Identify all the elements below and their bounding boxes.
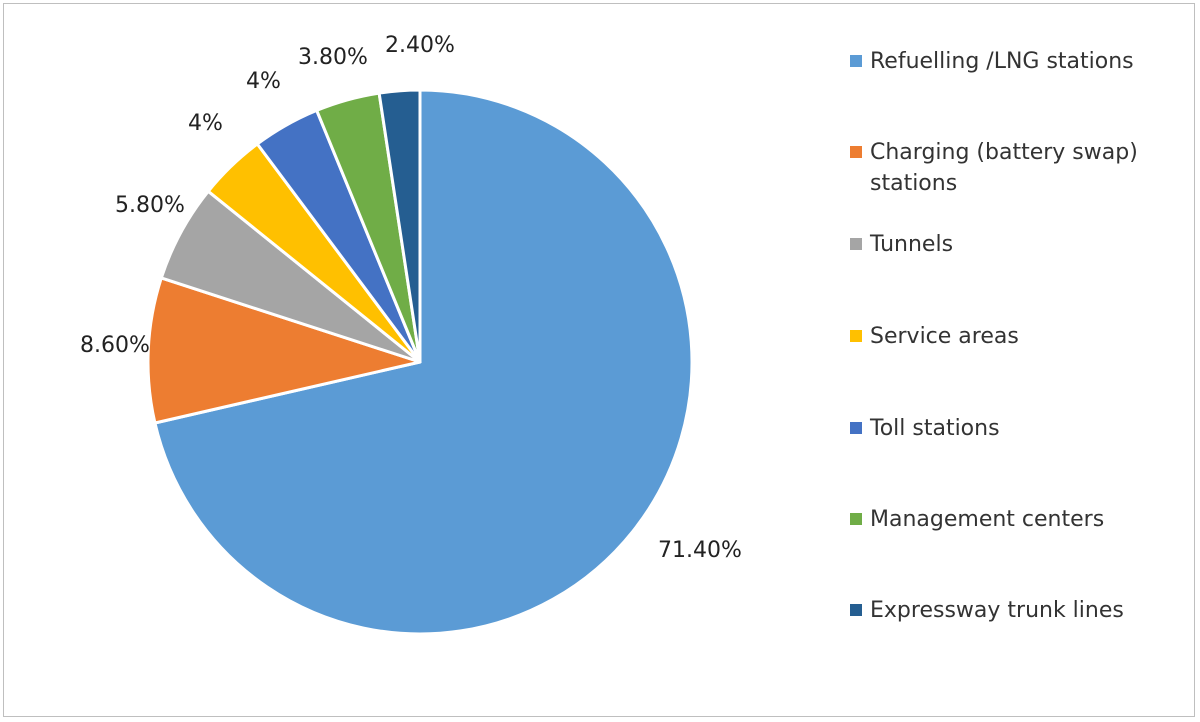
legend: Refuelling /LNG stations Charging (batter… <box>850 49 1138 623</box>
legend-item-4: Service areas <box>850 324 1019 349</box>
legend-label-2: Charging (battery swap) stations <box>870 140 1138 196</box>
legend-label-5: Toll stations <box>869 416 1000 441</box>
legend-item-1: Refuelling /LNG stations <box>850 49 1134 74</box>
legend-item-2: Charging (battery swap) stations <box>850 140 1138 196</box>
legend-swatch-3 <box>850 238 862 250</box>
data-label-3: 5.80% <box>115 193 185 218</box>
data-label-2: 8.60% <box>80 333 150 358</box>
data-label-4: 4% <box>188 111 223 136</box>
data-label-1: 71.40% <box>658 538 742 563</box>
pie-data-labels: 71.40% 8.60% 5.80% 4% 4% 3.80% 2.40% <box>80 33 742 563</box>
legend-swatch-6 <box>850 513 862 525</box>
legend-label-1: Refuelling /LNG stations <box>870 49 1134 74</box>
pie-slice-1 <box>153 88 694 636</box>
data-label-6: 3.80% <box>298 45 368 70</box>
pie-slices <box>146 88 694 636</box>
legend-swatch-2 <box>850 146 862 158</box>
pie-slice-7 <box>377 88 422 364</box>
data-label-7: 2.40% <box>385 33 455 58</box>
legend-item-5: Toll stations <box>850 416 1000 441</box>
data-label-5: 4% <box>246 69 281 94</box>
legend-item-3: Tunnels <box>850 232 953 257</box>
legend-label-7: Expressway trunk lines <box>870 598 1124 623</box>
legend-label-6: Management centers <box>870 507 1104 532</box>
legend-swatch-5 <box>850 422 862 434</box>
legend-item-6: Management centers <box>850 507 1104 532</box>
legend-label-3: Tunnels <box>869 232 953 257</box>
legend-swatch-1 <box>850 55 862 67</box>
legend-swatch-4 <box>850 330 862 342</box>
legend-item-7: Expressway trunk lines <box>850 598 1124 623</box>
pie-slice-2 <box>146 276 422 425</box>
legend-swatch-7 <box>850 604 862 616</box>
legend-label-4: Service areas <box>870 324 1019 349</box>
